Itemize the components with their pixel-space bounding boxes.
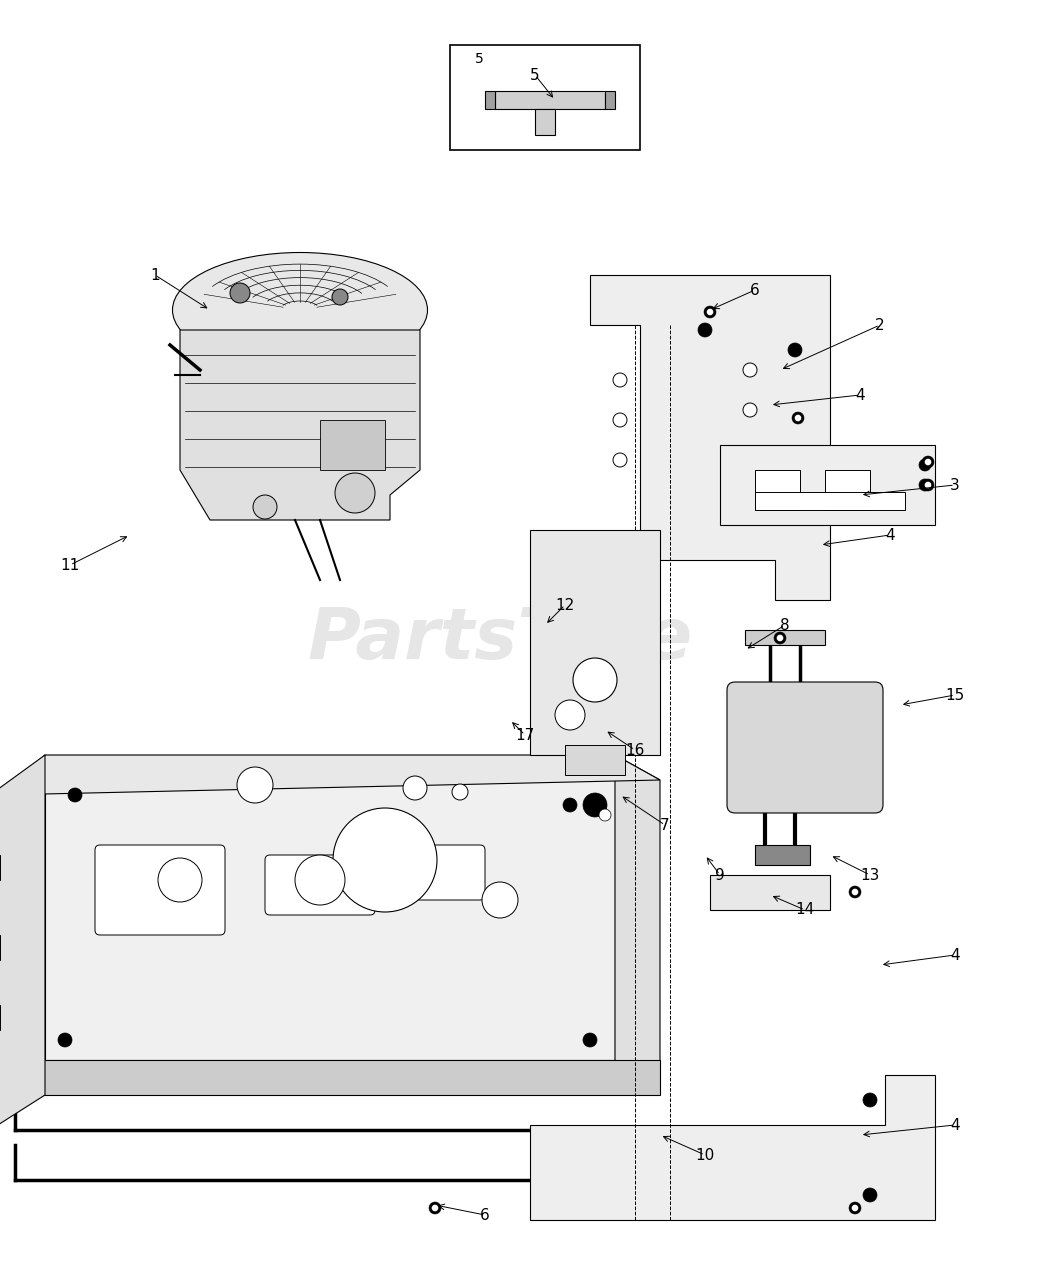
Circle shape bbox=[924, 458, 932, 466]
Circle shape bbox=[922, 479, 934, 492]
Polygon shape bbox=[745, 630, 825, 645]
Polygon shape bbox=[565, 745, 625, 774]
Polygon shape bbox=[615, 755, 660, 1094]
Bar bbox=[755, 470, 800, 509]
Circle shape bbox=[849, 886, 861, 899]
Text: 4: 4 bbox=[886, 527, 895, 543]
Circle shape bbox=[452, 783, 468, 800]
Circle shape bbox=[431, 1204, 439, 1211]
Polygon shape bbox=[530, 1075, 935, 1220]
FancyBboxPatch shape bbox=[265, 855, 375, 915]
Circle shape bbox=[863, 1188, 877, 1202]
Circle shape bbox=[230, 283, 250, 303]
Polygon shape bbox=[535, 109, 555, 134]
Text: 4: 4 bbox=[950, 1117, 960, 1133]
Text: 9: 9 bbox=[715, 868, 725, 882]
Polygon shape bbox=[755, 845, 810, 865]
Bar bbox=[825, 470, 870, 509]
Text: 12: 12 bbox=[555, 598, 574, 613]
Circle shape bbox=[158, 858, 202, 902]
Polygon shape bbox=[485, 91, 495, 109]
Circle shape bbox=[792, 412, 804, 424]
Text: PartsTree: PartsTree bbox=[307, 605, 693, 675]
Text: 14: 14 bbox=[795, 902, 815, 918]
Polygon shape bbox=[605, 91, 615, 109]
Bar bbox=[450, 45, 640, 150]
Circle shape bbox=[706, 308, 714, 315]
Text: 11: 11 bbox=[60, 558, 79, 572]
Circle shape bbox=[788, 343, 802, 357]
Circle shape bbox=[563, 797, 577, 812]
Circle shape bbox=[924, 481, 932, 489]
Text: 8: 8 bbox=[780, 617, 790, 632]
Circle shape bbox=[613, 413, 627, 428]
Circle shape bbox=[584, 1033, 597, 1047]
FancyBboxPatch shape bbox=[405, 845, 485, 900]
Polygon shape bbox=[45, 755, 615, 1060]
Text: 17: 17 bbox=[516, 727, 535, 742]
Bar bbox=[755, 492, 905, 509]
Text: 4: 4 bbox=[855, 388, 865, 402]
FancyBboxPatch shape bbox=[95, 845, 225, 934]
Polygon shape bbox=[0, 755, 45, 1130]
Circle shape bbox=[794, 415, 801, 421]
Text: 6: 6 bbox=[750, 283, 760, 297]
Text: 4: 4 bbox=[950, 947, 960, 963]
Polygon shape bbox=[530, 530, 660, 755]
Circle shape bbox=[743, 364, 756, 378]
Text: 1: 1 bbox=[150, 268, 159, 283]
Circle shape bbox=[919, 460, 931, 471]
Text: 7: 7 bbox=[661, 818, 670, 832]
Text: 2: 2 bbox=[875, 317, 885, 333]
Text: 5: 5 bbox=[530, 68, 540, 82]
Circle shape bbox=[334, 474, 375, 513]
Circle shape bbox=[429, 1202, 441, 1213]
Text: 5: 5 bbox=[475, 52, 483, 67]
Polygon shape bbox=[590, 275, 830, 600]
Polygon shape bbox=[710, 876, 830, 910]
Text: 6: 6 bbox=[480, 1207, 490, 1222]
Text: 15: 15 bbox=[945, 687, 965, 703]
Circle shape bbox=[403, 776, 427, 800]
Circle shape bbox=[774, 632, 786, 644]
FancyBboxPatch shape bbox=[727, 682, 883, 813]
Text: 13: 13 bbox=[861, 868, 879, 882]
Polygon shape bbox=[720, 445, 935, 525]
Circle shape bbox=[599, 809, 611, 820]
Circle shape bbox=[851, 888, 859, 896]
Text: 16: 16 bbox=[625, 742, 645, 758]
Circle shape bbox=[613, 453, 627, 467]
Circle shape bbox=[849, 1202, 861, 1213]
Polygon shape bbox=[0, 755, 660, 795]
Circle shape bbox=[332, 289, 348, 305]
Text: 10: 10 bbox=[695, 1147, 715, 1162]
Circle shape bbox=[704, 306, 716, 317]
Circle shape bbox=[333, 808, 437, 911]
Circle shape bbox=[555, 700, 585, 730]
Circle shape bbox=[922, 456, 934, 468]
Circle shape bbox=[863, 1093, 877, 1107]
Circle shape bbox=[68, 788, 82, 803]
Circle shape bbox=[482, 882, 518, 918]
Circle shape bbox=[253, 495, 277, 518]
Circle shape bbox=[237, 767, 273, 803]
Polygon shape bbox=[320, 420, 384, 470]
Circle shape bbox=[851, 1204, 859, 1211]
Polygon shape bbox=[0, 755, 45, 1094]
Circle shape bbox=[919, 479, 931, 492]
Circle shape bbox=[743, 403, 756, 417]
Circle shape bbox=[698, 323, 712, 337]
Circle shape bbox=[776, 635, 784, 641]
Polygon shape bbox=[495, 91, 605, 109]
Text: 3: 3 bbox=[950, 477, 960, 493]
Circle shape bbox=[584, 794, 607, 817]
Circle shape bbox=[573, 658, 617, 701]
Circle shape bbox=[295, 855, 345, 905]
Polygon shape bbox=[180, 330, 420, 520]
Circle shape bbox=[58, 1033, 72, 1047]
Polygon shape bbox=[0, 1060, 660, 1094]
Circle shape bbox=[613, 372, 627, 387]
Ellipse shape bbox=[173, 252, 427, 367]
